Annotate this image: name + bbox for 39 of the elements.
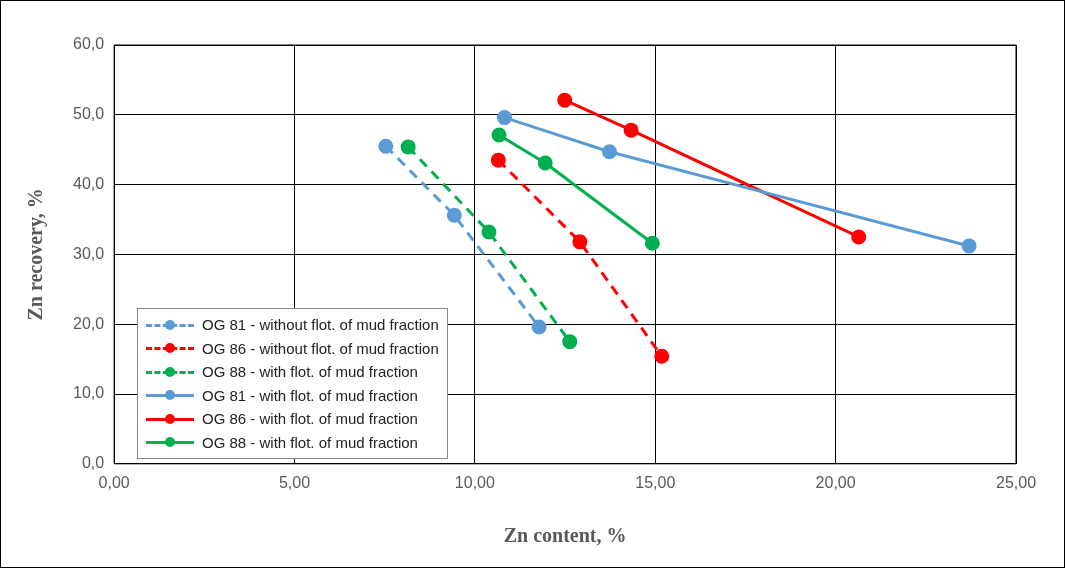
y-tick-label: 10,0 — [73, 384, 105, 402]
y-tick-label: 60,0 — [73, 35, 105, 53]
point — [481, 224, 497, 240]
x-tick-label: 15,00 — [635, 473, 676, 491]
x-tick-label: 10,00 — [454, 473, 495, 491]
point — [557, 92, 573, 108]
y-tick-label: 50,0 — [73, 105, 105, 123]
y-axis-title: Zn recovery, % — [24, 188, 48, 321]
point — [851, 229, 867, 245]
legend-label: OG 86 - without flot. of mud fraction — [202, 339, 439, 357]
point — [601, 144, 617, 160]
x-tick-label: 0,00 — [98, 473, 130, 491]
legend-label: OG 88 - with flot. of mud fraction — [202, 433, 418, 451]
point — [378, 138, 394, 154]
point — [446, 207, 462, 223]
point — [491, 127, 507, 143]
point — [496, 110, 512, 126]
x-tick-label: 5,00 — [278, 473, 311, 491]
x-tick-label: 25,00 — [995, 473, 1037, 491]
point — [644, 235, 660, 251]
point — [572, 234, 588, 250]
y-tick-label: 30,0 — [73, 244, 105, 262]
y-tick-label: 40,0 — [73, 175, 105, 193]
y-tick-label: 20,0 — [73, 314, 105, 332]
x-tick-label: 20,00 — [815, 473, 856, 491]
point — [537, 155, 553, 171]
y-tick-label: 0,0 — [81, 454, 105, 472]
point — [654, 348, 670, 364]
point — [623, 122, 639, 138]
legend-label: OG 81 - with flot. of mud fraction — [202, 386, 418, 404]
point — [490, 152, 506, 168]
legend-label: OG 81 - without flot. of mud fraction — [202, 316, 439, 334]
x-axis-title: Zn content, % — [503, 524, 627, 547]
legend-label: OG 88 - with flot. of mud fraction — [202, 363, 418, 381]
point — [961, 238, 977, 254]
point — [400, 139, 416, 155]
point — [531, 319, 547, 335]
point — [562, 334, 578, 350]
legend-label: OG 86 - with flot. of mud fraction — [202, 410, 418, 428]
